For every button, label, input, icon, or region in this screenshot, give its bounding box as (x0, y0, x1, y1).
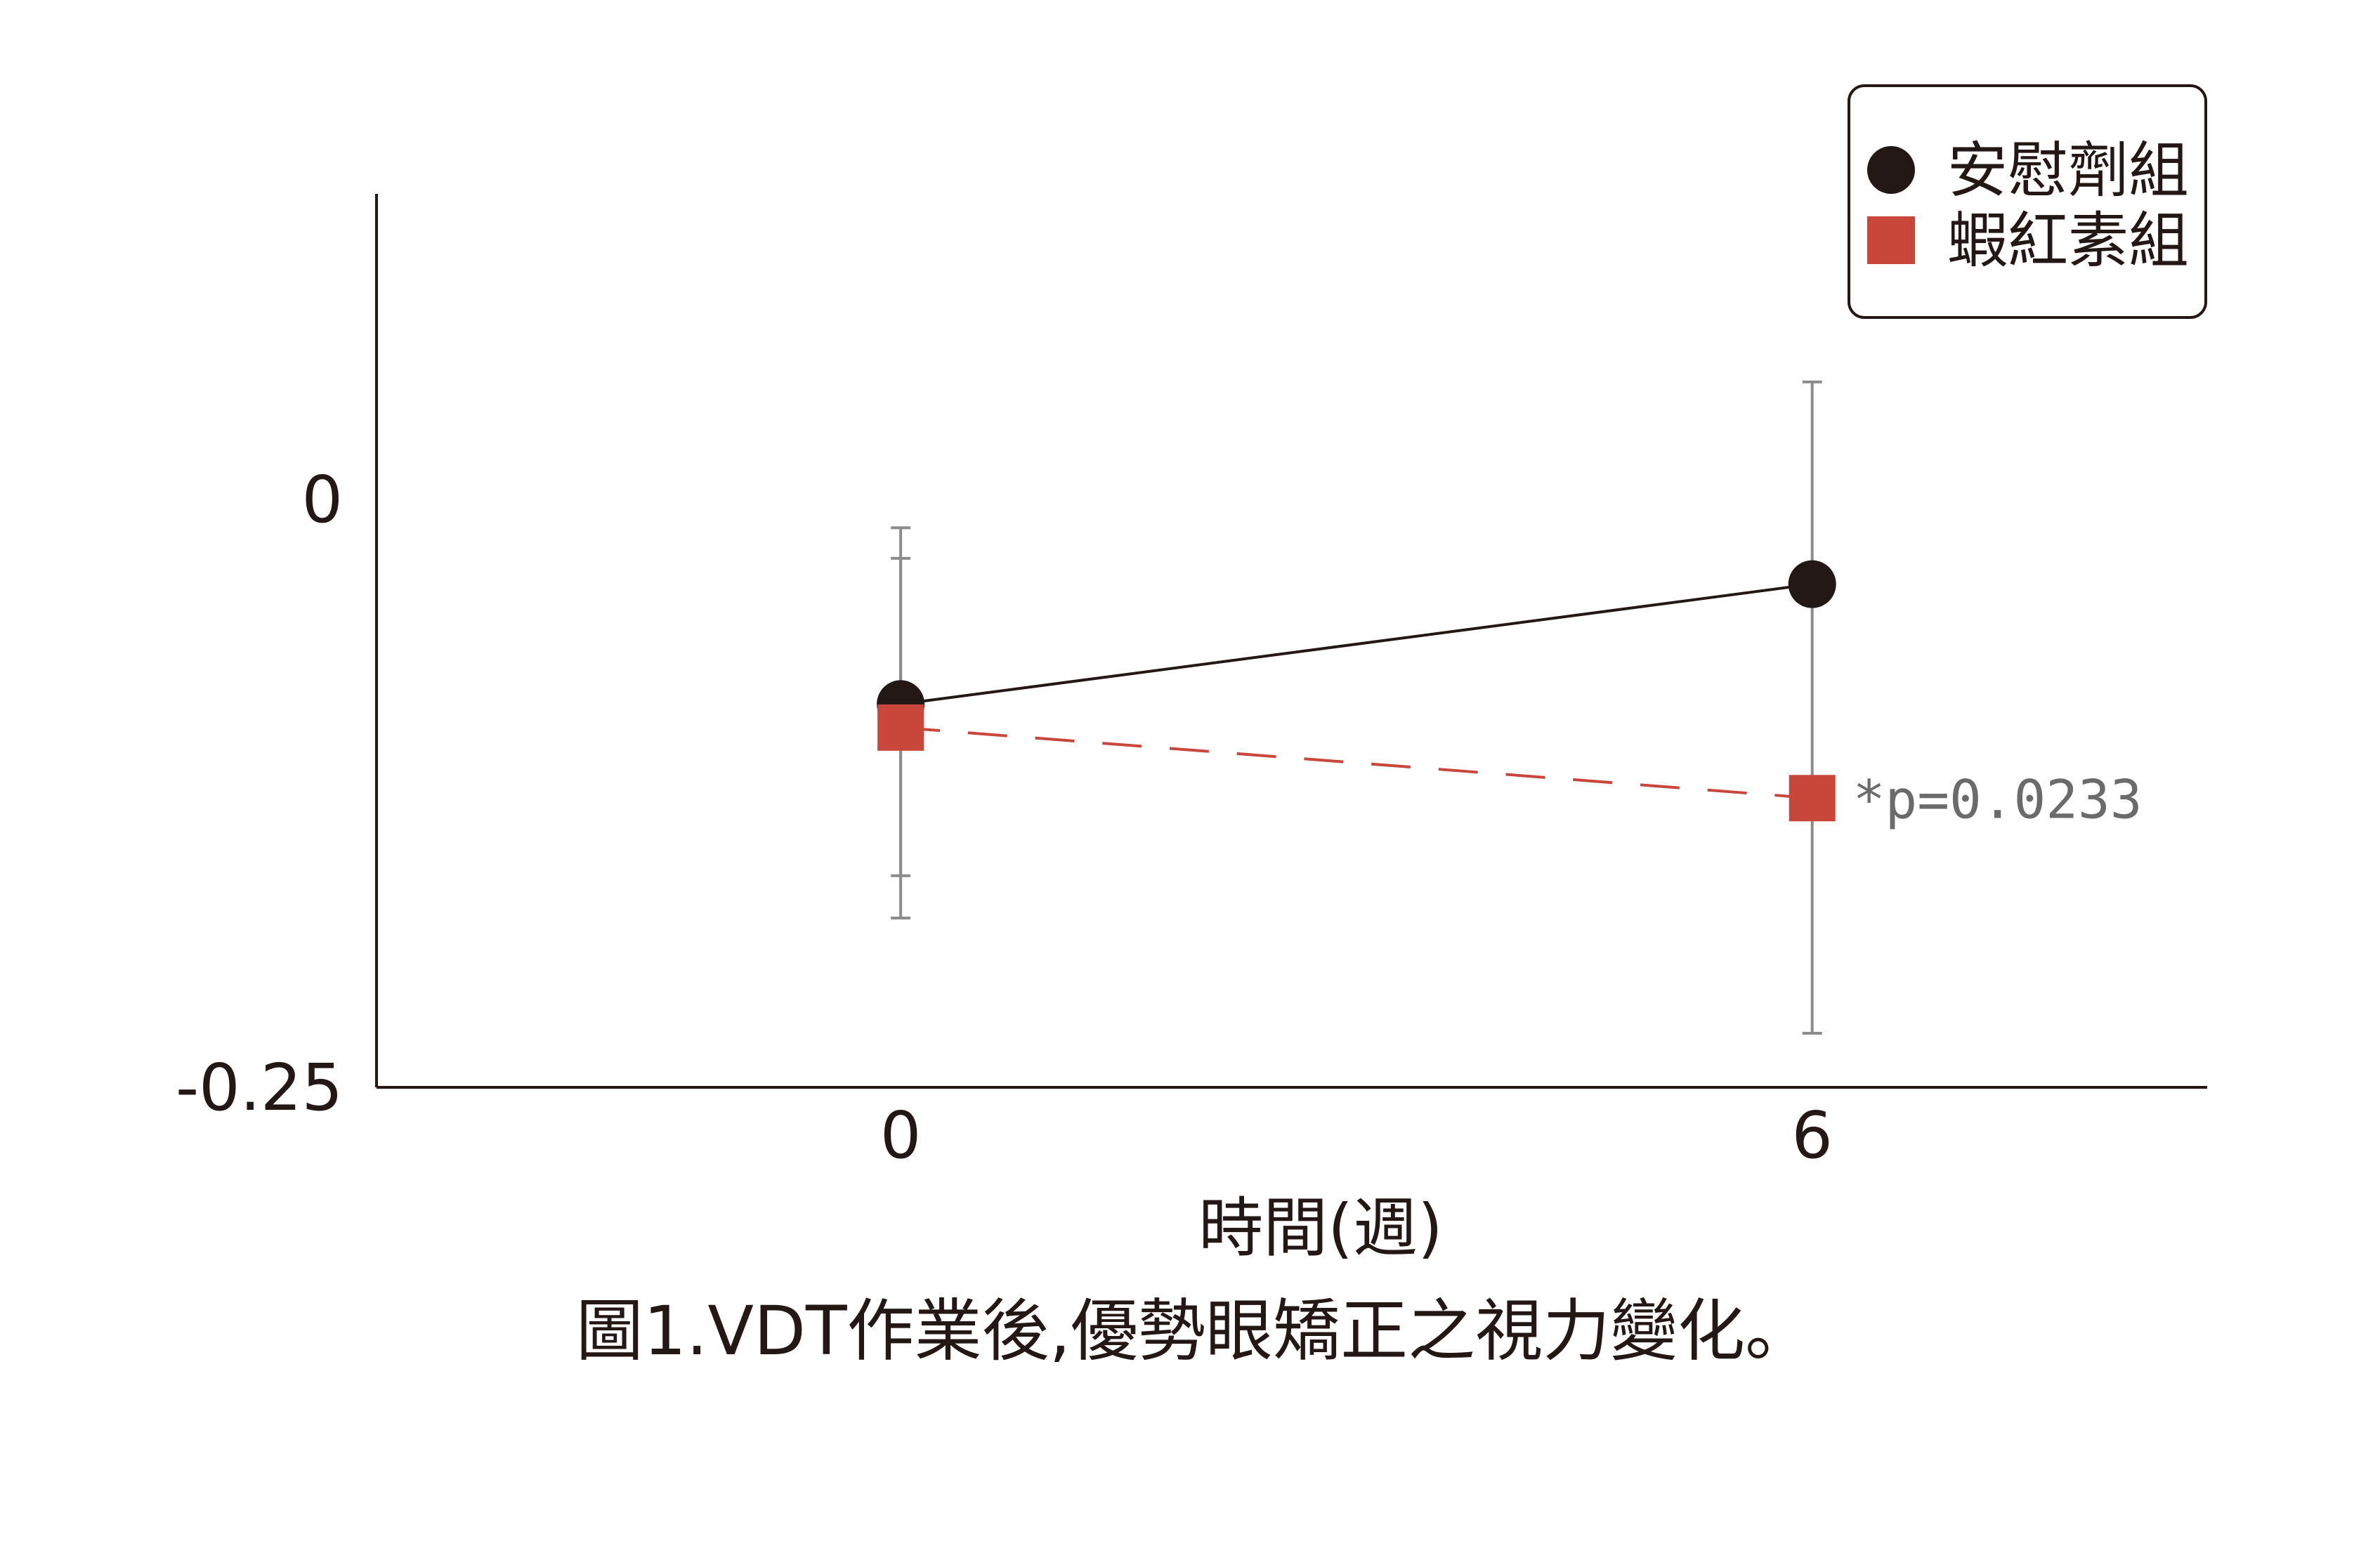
data-point-circle (1788, 560, 1836, 608)
legend-box (1848, 84, 2207, 319)
legend-marker-astaxanthin (1867, 216, 1915, 264)
significance-annotation: *p=0.0233 (1853, 768, 2143, 830)
y-tick-label: -0.25 (176, 1050, 343, 1125)
data-point-square (877, 704, 924, 751)
error-bars (891, 380, 1822, 1035)
series-lines (900, 582, 1812, 800)
legend-marker-placebo (1867, 146, 1915, 194)
legend: 安慰劑組 蝦紅素組 (1848, 84, 2207, 319)
annotations: *p=0.0233 (1853, 768, 2143, 830)
figure-caption: 圖1.VDT作業後,優勢眼矯正之視力變化。 (576, 1292, 1812, 1370)
y-tick-label: 0 (301, 462, 343, 537)
series-line (900, 582, 1812, 706)
axes (375, 194, 2207, 1089)
x-tick-label: 0 (880, 1098, 922, 1173)
legend-label-astaxanthin: 蝦紅素組 (1947, 206, 2189, 276)
series-markers (877, 560, 1836, 822)
x-tick-label: 6 (1791, 1098, 1833, 1173)
x-axis-label: 時間(週) (1198, 1191, 1443, 1266)
data-point-square (1789, 775, 1836, 822)
series-line (900, 726, 1812, 800)
y-tick-labels: 0 -0.25 (176, 462, 343, 1125)
legend-label-placebo: 安慰劑組 (1947, 136, 2189, 206)
